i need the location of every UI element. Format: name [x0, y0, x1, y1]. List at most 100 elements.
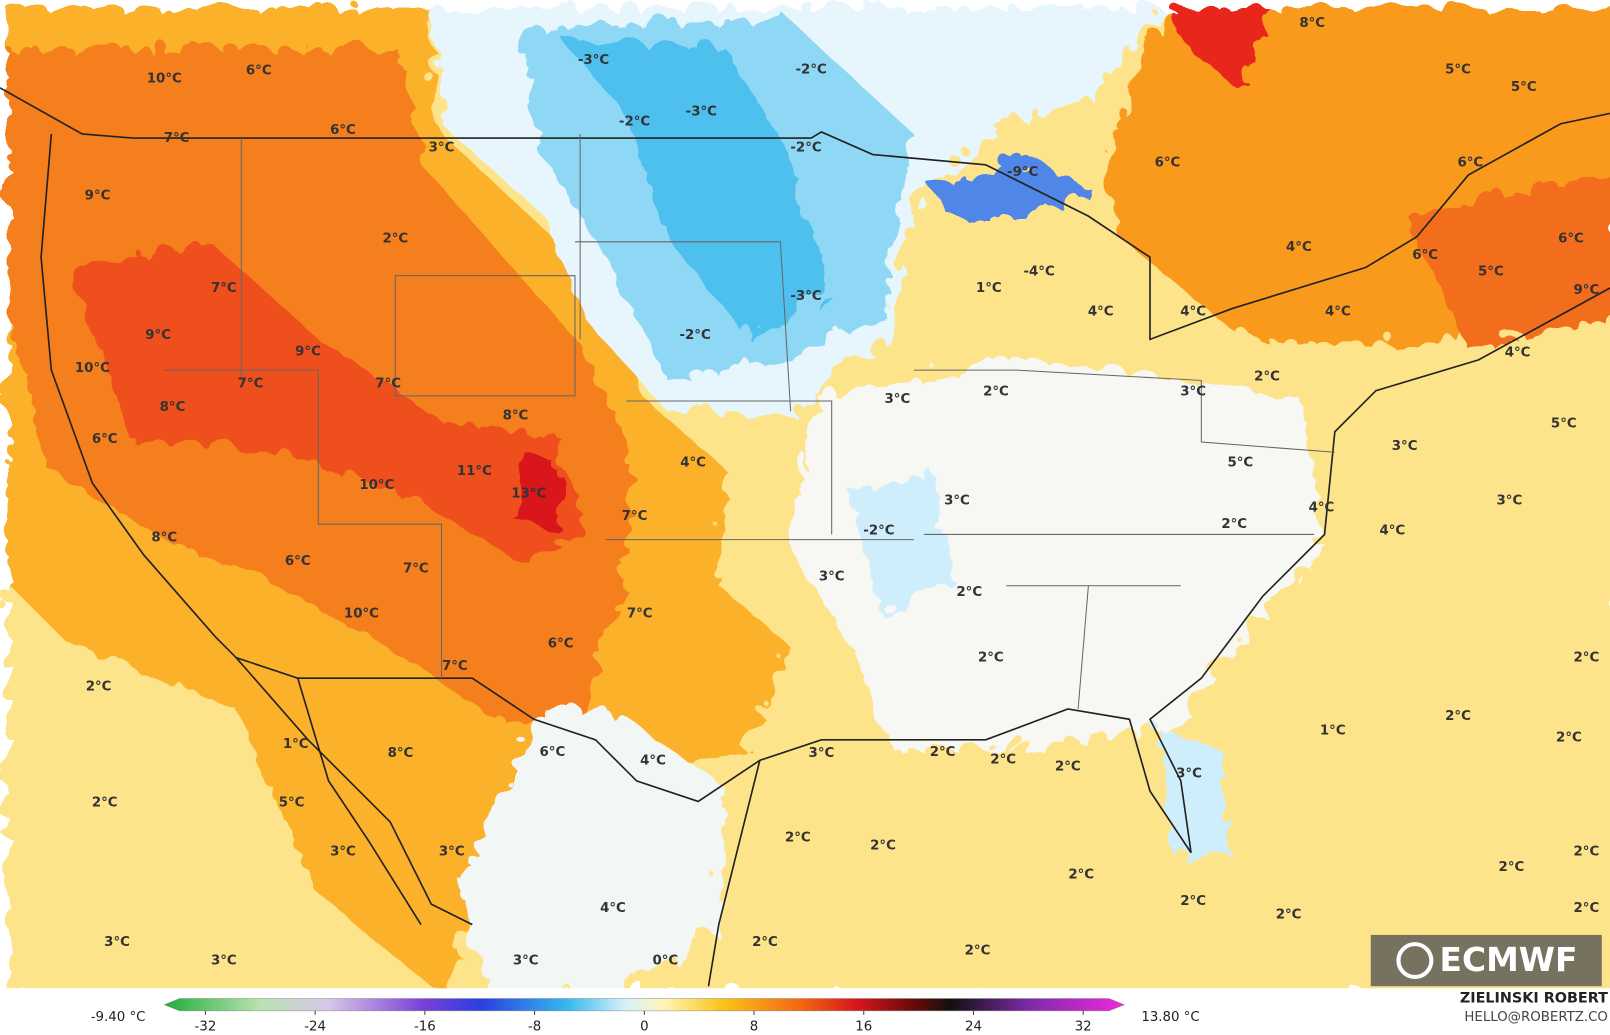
temperature-label: 2°C [1574, 845, 1600, 860]
credit-email: HELLO@ROBERTZ.CO [1464, 1010, 1608, 1025]
colorbar-min: -9.40 °C [91, 1010, 146, 1025]
temperature-label: 2°C [1254, 369, 1280, 384]
temperature-label: 2°C [978, 651, 1004, 666]
temperature-label: 5°C [279, 795, 305, 810]
temperature-label: 2°C [965, 943, 991, 958]
temperature-label: 7°C [238, 377, 264, 392]
temperature-label: 6°C [1558, 232, 1584, 247]
temperature-label: 2°C [1068, 867, 1094, 882]
temperature-label: -3°C [686, 104, 717, 119]
temperature-label: 4°C [1309, 501, 1335, 516]
map-labels: 10°C 6°C 7°C 6°C 9°C 3°C -3°C -2°C -3°C -2°C -2°C -… [75, 16, 1599, 968]
temperature-label: 2°C [92, 795, 118, 810]
temperature-label: 10°C [75, 361, 110, 376]
logo-box: ECMWF [1370, 934, 1602, 987]
temperature-label: -2°C [680, 328, 711, 343]
temperature-label: 2°C [1574, 901, 1600, 916]
footer [0, 988, 1610, 1035]
temperature-label: -3°C [790, 289, 821, 304]
temperature-label: 3°C [439, 845, 465, 860]
temperature-label: 11°C [457, 464, 492, 479]
temperature-label: 2°C [983, 385, 1009, 400]
temperature-label: 3°C [513, 954, 539, 969]
temperature-label: 6°C [285, 554, 311, 569]
colorbar-tick-label: -16 [414, 1019, 436, 1034]
temperature-label: 3°C [819, 570, 845, 585]
temperature-label: -2°C [619, 115, 650, 130]
temperature-label: 5°C [1511, 80, 1537, 95]
temperature-label: -3°C [578, 53, 609, 68]
temperature-label: 7°C [164, 131, 190, 146]
temperature-label: 1°C [1320, 724, 1346, 739]
temperature-label: 2°C [1180, 894, 1206, 909]
temperature-label: 2°C [956, 585, 982, 600]
temperature-label: 2°C [1574, 651, 1600, 666]
colorbar-tick-label: 0 [640, 1019, 648, 1034]
temperature-label: 8°C [1299, 16, 1325, 31]
temperature-label: 5°C [1551, 417, 1577, 432]
temperature-label: 3°C [1176, 767, 1202, 782]
temperature-label: 8°C [388, 746, 414, 761]
temperature-label: 9°C [145, 328, 171, 343]
temperature-label: 10°C [359, 478, 394, 493]
temperature-label: 3°C [1497, 494, 1523, 509]
temperature-label: 8°C [503, 408, 529, 423]
temperature-label: 9°C [85, 189, 111, 204]
temperature-label: 2°C [930, 745, 956, 760]
temperature-label: 6°C [246, 63, 272, 78]
temperature-label: 4°C [1325, 305, 1351, 320]
colorbar-tick-label: 24 [965, 1019, 982, 1034]
boundaries [0, 87, 1610, 987]
colorbar-bar [163, 998, 1126, 1012]
temperature-label: 7°C [375, 377, 401, 392]
temperature-label: 4°C [1286, 240, 1312, 255]
temperature-label: 2°C [1221, 517, 1247, 532]
temperature-label: 4°C [1180, 305, 1206, 320]
temperature-label: 7°C [627, 607, 653, 622]
colorbar: -9.40 °C 13.80 °C -32 -24 -16 -8 0 8 16 24 32 [91, 998, 1200, 1034]
temperature-label: -9°C [1007, 165, 1038, 180]
temperature-label: 9°C [1574, 283, 1600, 298]
temperature-label: 6°C [330, 123, 356, 138]
temperature-label: 0°C [652, 954, 678, 969]
colorbar-tick-label: 32 [1075, 1019, 1092, 1034]
temperature-label: 10°C [147, 72, 182, 87]
temperature-label: 4°C [600, 901, 626, 916]
temperature-label: 8°C [151, 531, 177, 546]
temperature-label: 1°C [283, 737, 309, 752]
temperature-label: 10°C [344, 607, 379, 622]
colorbar-tick-label: -8 [528, 1019, 541, 1034]
temperature-label: 13°C [511, 486, 546, 501]
temperature-label: 5°C [1227, 456, 1253, 471]
temperature-label: 2°C [1556, 731, 1582, 746]
temperature-label: 1°C [976, 281, 1002, 296]
credit-author: ZIELINSKI ROBERT [1460, 991, 1608, 1007]
temperature-label: -2°C [863, 523, 894, 538]
temperature-label: 2°C [1055, 759, 1081, 774]
colorbar-tick-label: 16 [855, 1019, 872, 1034]
temperature-label: 2°C [86, 679, 112, 694]
colorbar-tick-label: 8 [750, 1019, 758, 1034]
logo-text: ECMWF [1440, 941, 1578, 979]
logo-icon [1396, 942, 1434, 980]
temperature-label: -2°C [790, 140, 821, 155]
temperature-label: 3°C [1180, 385, 1206, 400]
temperature-label: 3°C [885, 392, 911, 407]
temperature-label: 2°C [990, 752, 1016, 767]
temperature-label: 3°C [1392, 439, 1418, 454]
temperature-label: 6°C [1155, 156, 1181, 171]
temperature-label: 2°C [785, 830, 811, 845]
temperature-label: 3°C [330, 845, 356, 860]
colorbar-tick-label: -24 [304, 1019, 326, 1034]
temperature-label: 3°C [809, 746, 835, 761]
temperature-label: 4°C [680, 456, 706, 471]
temperature-label: 3°C [944, 494, 970, 509]
temperature-label: 6°C [548, 636, 574, 651]
temperature-label: 8°C [160, 400, 186, 415]
temperature-label: 5°C [1445, 62, 1471, 77]
temperature-label: -2°C [796, 62, 827, 77]
temperature-label: 2°C [382, 232, 408, 247]
temperature-label: -4°C [1023, 265, 1054, 280]
